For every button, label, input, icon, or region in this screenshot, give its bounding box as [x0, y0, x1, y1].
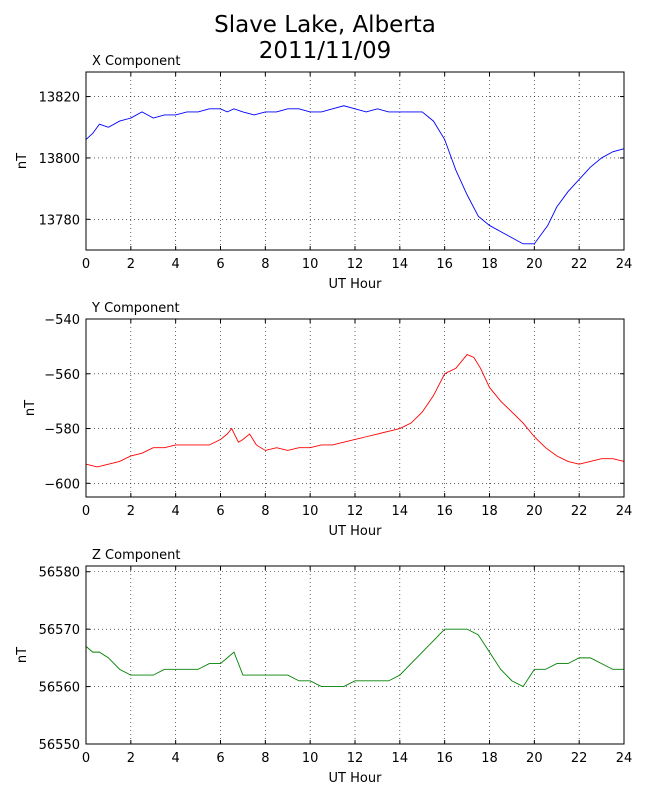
x-component-x-tick-label: 14 — [392, 257, 409, 272]
z-component-x-tick-label: 14 — [392, 751, 409, 766]
z-component-x-tick-label: 6 — [216, 751, 224, 766]
x-component-title: X Component — [92, 54, 181, 69]
x-component-x-tick-label: 18 — [481, 257, 498, 272]
y-component-y-tick-label: −580 — [44, 423, 80, 438]
y-component-y-tick-label: −600 — [44, 477, 80, 492]
y-component-x-tick-label: 4 — [172, 504, 180, 519]
y-component-x-tick-label: 10 — [302, 504, 319, 519]
z-component-x-tick-label: 10 — [302, 751, 319, 766]
y-component-x-tick-label: 18 — [481, 504, 498, 519]
x-component-x-tick-label: 16 — [436, 257, 453, 272]
y-component-x-tick-label: 0 — [82, 504, 90, 519]
z-component-x-tick-label: 24 — [616, 751, 633, 766]
x-component-x-tick-label: 4 — [172, 257, 180, 272]
y-component-y-tick-label: −560 — [44, 368, 80, 383]
x-component-x-tick-label: 6 — [216, 257, 224, 272]
y-component-y-tick-label: −540 — [44, 313, 80, 328]
x-component-xlabel: UT Hour — [329, 277, 383, 292]
y-component-title: Y Component — [91, 301, 180, 316]
z-component-panel: 0 2 4 6 8 10 12 14 16 18 20 22 245655056560565705658… — [15, 548, 632, 786]
z-component-x-tick-label: 20 — [526, 751, 543, 766]
x-component-y-tick-label: 13820 — [39, 91, 80, 106]
x-component-x-tick-label: 22 — [571, 257, 588, 272]
z-component-x-tick-label: 8 — [261, 751, 269, 766]
z-component-x-tick-label: 2 — [127, 751, 135, 766]
y-component-x-tick-label: 22 — [571, 504, 588, 519]
y-component-x-tick-label: 24 — [616, 504, 633, 519]
z-component-y-tick-label: 56570 — [39, 623, 80, 638]
y-component-series-line — [85, 354, 625, 468]
x-component-x-tick-label: 2 — [127, 257, 135, 272]
x-component-y-tick-label: 13800 — [39, 152, 80, 167]
z-component-x-tick-label: 0 — [82, 751, 90, 766]
z-component-series-line — [85, 628, 624, 688]
z-component-xlabel: UT Hour — [329, 771, 383, 786]
z-component-title: Z Component — [92, 548, 181, 563]
y-component-x-tick-label: 16 — [436, 504, 453, 519]
z-component-y-tick-label: 56550 — [39, 738, 80, 753]
y-component-x-tick-label: 12 — [347, 504, 364, 519]
z-component-x-tick-label: 12 — [347, 751, 364, 766]
x-component-x-tick-label: 12 — [347, 257, 364, 272]
z-component-y-tick-label: 56560 — [39, 681, 80, 696]
y-component-xlabel: UT Hour — [329, 524, 383, 539]
y-component-x-tick-label: 2 — [127, 504, 135, 519]
chart-title-line1: Slave Lake, Alberta — [214, 12, 436, 38]
x-component-x-tick-label: 10 — [302, 257, 319, 272]
x-component-x-tick-label: 0 — [82, 257, 90, 272]
x-component-x-tick-label: 20 — [526, 257, 543, 272]
z-component-x-tick-label: 22 — [571, 751, 588, 766]
x-component-series-line — [85, 105, 625, 245]
y-component-x-tick-label: 8 — [261, 504, 269, 519]
z-component-ylabel: nT — [15, 647, 30, 663]
y-component-x-tick-label: 6 — [216, 504, 224, 519]
x-component-x-tick-label: 8 — [261, 257, 269, 272]
y-component-ylabel: nT — [23, 400, 38, 416]
z-component-x-tick-label: 18 — [481, 751, 498, 766]
x-component-y-tick-label: 13780 — [39, 213, 80, 228]
x-component-ylabel: nT — [15, 153, 30, 169]
z-component-x-tick-label: 16 — [436, 751, 453, 766]
chart-title-line2: 2011/11/09 — [258, 38, 392, 64]
y-component-x-tick-label: 20 — [526, 504, 543, 519]
y-component-x-tick-label: 14 — [392, 504, 409, 519]
x-component-x-tick-label: 24 — [616, 257, 633, 272]
z-component-x-tick-label: 4 — [172, 751, 180, 766]
z-component-y-tick-label: 56580 — [39, 566, 80, 581]
